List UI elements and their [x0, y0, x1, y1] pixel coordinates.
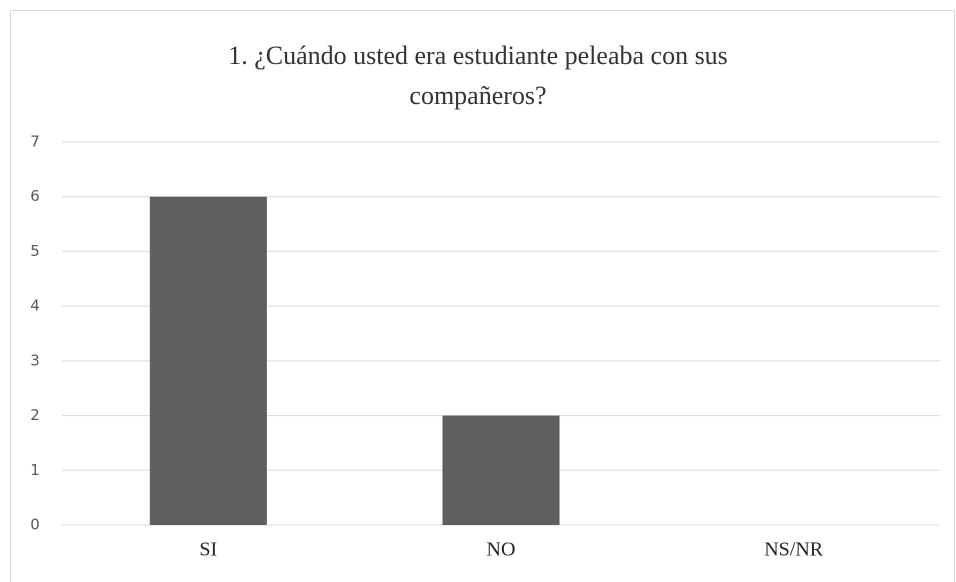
y-tick-label: 0	[30, 516, 40, 534]
y-tick-label: 7	[30, 133, 40, 151]
y-tick-label: 3	[30, 351, 40, 369]
chart-title: 1. ¿Cuándo usted era estudiante peleaba …	[228, 41, 728, 110]
y-tick-label: 4	[30, 297, 40, 315]
y-tick-label: 1	[30, 461, 40, 479]
x-tick-label: NS/NR	[764, 539, 824, 561]
x-tick-label: NO	[487, 539, 516, 561]
x-tick-label: SI	[199, 539, 217, 561]
y-tick-label: 6	[30, 187, 40, 205]
bar	[442, 415, 560, 525]
y-tick-label: 2	[30, 406, 40, 424]
bar	[149, 196, 267, 525]
y-tick-label: 5	[30, 242, 40, 260]
